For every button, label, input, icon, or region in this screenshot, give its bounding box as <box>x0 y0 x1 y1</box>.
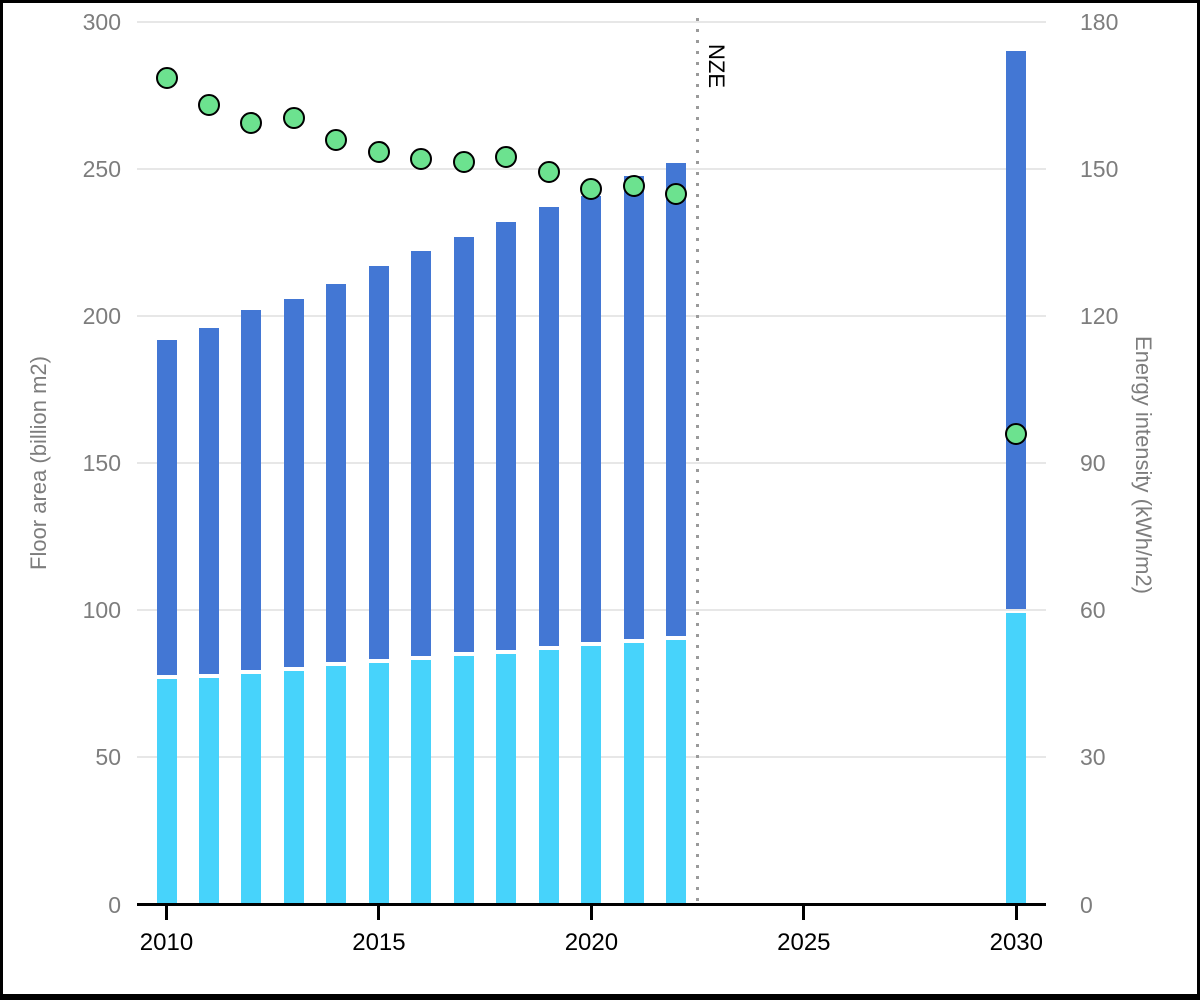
bar-blue-2019 <box>538 207 559 647</box>
intensity-dot-2022 <box>665 182 688 205</box>
left-tick-label-0: 0 <box>108 891 121 918</box>
bar-blue-2020 <box>581 195 602 642</box>
bar-cyan-2022 <box>666 639 687 903</box>
intensity-dot-2019 <box>537 160 560 183</box>
left-tick-label-250: 250 <box>82 156 121 183</box>
left-tick-label-150: 150 <box>82 450 121 477</box>
x-axis-line <box>137 903 1046 906</box>
intensity-dot-2017 <box>452 150 475 173</box>
intensity-dot-2010 <box>155 67 178 90</box>
bar-cyan-2012 <box>241 673 262 903</box>
bar-cyan-2018 <box>496 654 517 903</box>
bar-cyan-2017 <box>453 655 474 903</box>
bar-blue-2015 <box>368 266 389 660</box>
right-tick-label-90: 90 <box>1080 450 1106 477</box>
bar-cyan-2016 <box>411 660 432 903</box>
right-tick-label-0: 0 <box>1080 891 1093 918</box>
right-axis-title: Energy intensity (kWh/m2) <box>1131 336 1156 594</box>
x-tick-2015 <box>377 906 381 920</box>
intensity-dot-2014 <box>325 128 348 151</box>
bar-blue-2011 <box>198 327 219 674</box>
gridline-250 <box>137 168 1046 171</box>
bar-blue-2022 <box>666 163 687 636</box>
bar-blue-2017 <box>453 236 474 652</box>
intensity-dot-2015 <box>367 140 390 163</box>
x-tick-label-2010: 2010 <box>139 929 194 956</box>
bar-cyan-2020 <box>581 645 602 903</box>
left-axis-title: Floor area (billion m2) <box>26 356 51 570</box>
left-tick-label-50: 50 <box>95 744 121 771</box>
right-tick-label-120: 120 <box>1080 303 1119 330</box>
bar-cyan-2011 <box>198 677 219 903</box>
x-tick-2010 <box>165 906 168 920</box>
bar-blue-2012 <box>241 310 262 670</box>
x-tick-label-2030: 2030 <box>989 929 1043 956</box>
intensity-dot-2012 <box>240 111 263 134</box>
bar-cyan-2030 <box>1006 613 1027 903</box>
x-tick-2020 <box>589 906 593 920</box>
intensity-dot-2011 <box>197 94 220 117</box>
intensity-dot-2018 <box>495 145 518 168</box>
right-tick-label-150: 150 <box>1080 156 1119 183</box>
x-tick-label-2015: 2015 <box>352 929 406 956</box>
left-tick-label-300: 300 <box>82 9 121 35</box>
bar-blue-2030 <box>1006 51 1027 610</box>
x-tick-2030 <box>1014 906 1018 920</box>
gridline-300 <box>137 21 1046 23</box>
left-tick-label-200: 200 <box>82 303 121 330</box>
bar-cyan-2015 <box>368 663 389 903</box>
bar-cyan-2010 <box>156 679 177 903</box>
plot-area: 2010 2015 2020 2025 2030 0 50 100 150 200 250 300 0 3… <box>3 3 1197 994</box>
x-tick-label-2020: 2020 <box>564 929 619 956</box>
bar-blue-2010 <box>156 339 177 676</box>
x-tick-label-2025: 2025 <box>777 929 831 956</box>
left-tick-label-100: 100 <box>82 597 121 624</box>
nze-dotted-line <box>696 18 700 905</box>
intensity-dot-2030 <box>1005 422 1028 445</box>
intensity-dot-2016 <box>410 148 433 171</box>
right-tick-label-60: 60 <box>1080 597 1106 624</box>
x-tick-2025 <box>802 906 806 920</box>
nze-annotation-label: NZE <box>704 44 729 88</box>
intensity-dot-2021 <box>622 175 645 198</box>
bar-blue-2018 <box>496 222 517 651</box>
bar-cyan-2019 <box>538 650 559 903</box>
right-tick-label-180: 180 <box>1080 9 1119 35</box>
bar-cyan-2014 <box>326 666 347 903</box>
intensity-dot-2020 <box>580 177 603 200</box>
bar-cyan-2013 <box>283 670 304 903</box>
bar-blue-2021 <box>623 176 644 639</box>
intensity-dot-2013 <box>282 106 305 129</box>
bar-blue-2013 <box>283 298 304 667</box>
bar-cyan-2021 <box>623 642 644 903</box>
right-tick-label-30: 30 <box>1080 744 1106 771</box>
bar-blue-2016 <box>411 251 432 657</box>
bar-blue-2014 <box>326 283 347 663</box>
